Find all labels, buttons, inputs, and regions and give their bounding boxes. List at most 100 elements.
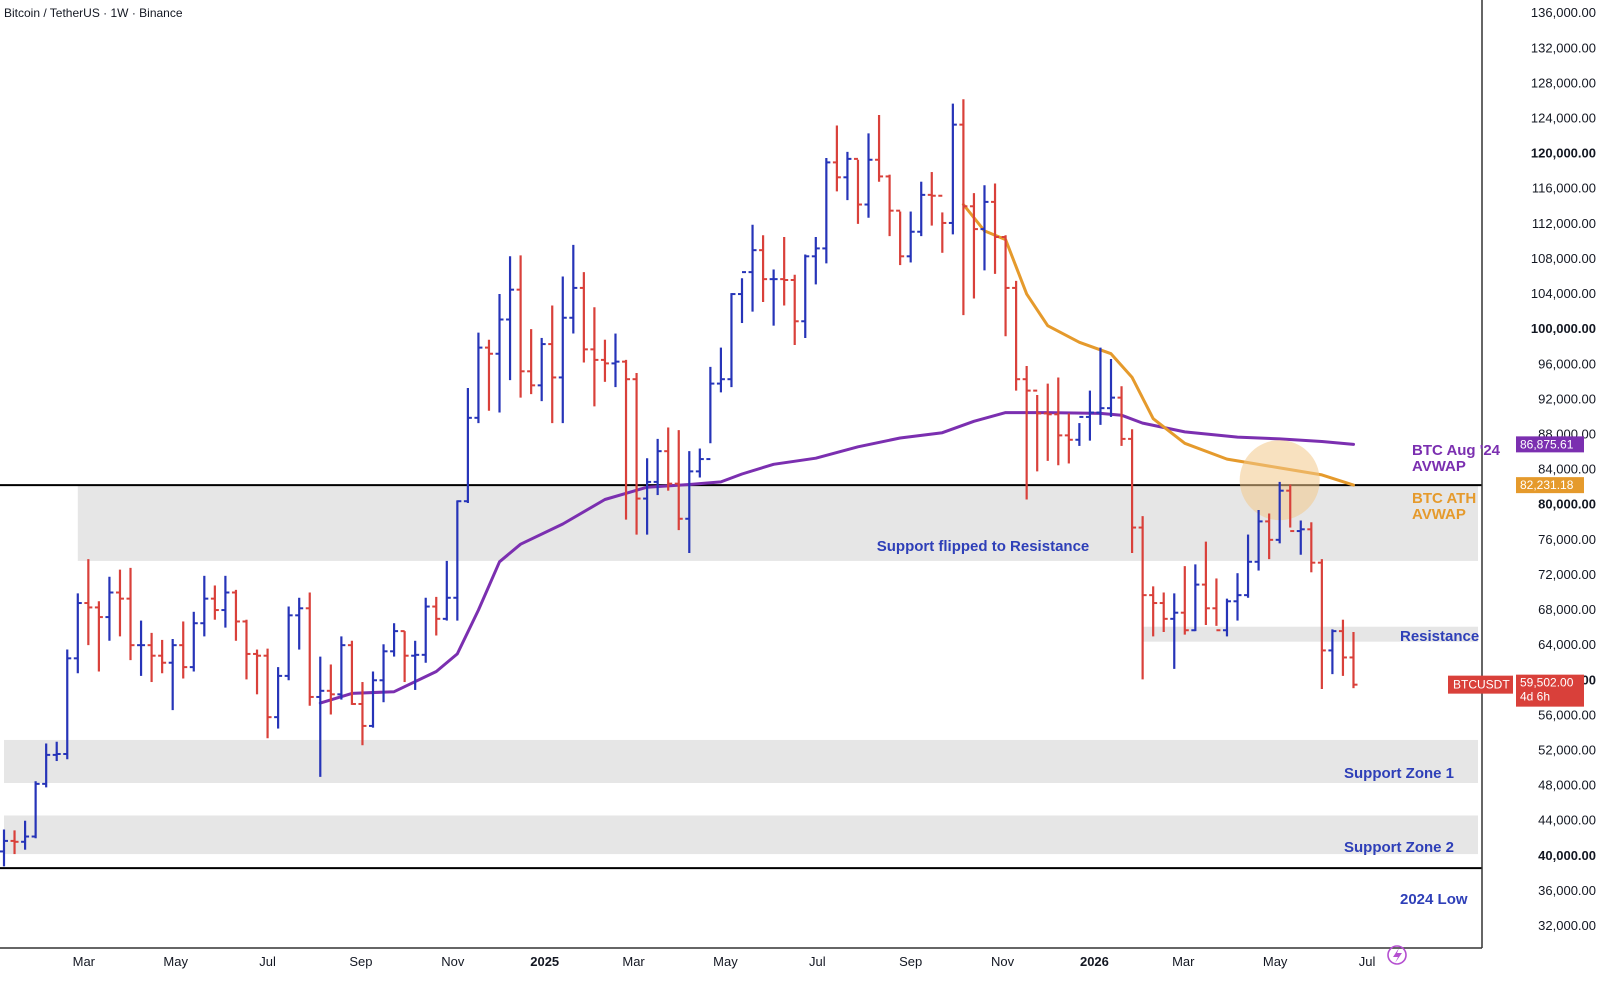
ohlc-bar [337,636,346,700]
ohlc-bar [432,596,441,636]
ohlc-bars-layer [0,99,1358,867]
ohlc-bar [558,276,567,424]
time-tick-label: Jul [809,954,826,969]
ohlc-bar [969,193,978,299]
ohlc-bar [347,640,356,705]
last-price-tag [1516,674,1584,707]
ohlc-bar [622,359,631,520]
ohlc-bar [948,103,957,235]
ohlc-bar [1244,534,1253,598]
ohlc-bar [1128,429,1137,553]
ohlc-bar [516,255,525,398]
price-tick-label: 104,000.00 [1531,286,1596,301]
ohlc-bar [1191,564,1200,632]
annotation-support-zone-1: Support Zone 1 [1344,765,1454,782]
annotations-layer: Support flipped to Resistance Resistance S… [877,442,1501,965]
ohlc-bar [811,237,820,285]
ohlc-bar [1138,516,1147,680]
ohlc-bar [1170,593,1179,669]
annotation-aug24-avwap: BTC Aug '24 [1412,442,1501,459]
ohlc-bar [1054,377,1063,466]
price-tick-label: 32,000.00 [1538,918,1596,933]
ohlc-bar [253,649,262,695]
avwap-layer [318,203,1355,705]
ohlc-bar [284,606,293,681]
ohlc-bar [959,99,968,316]
axes-layer: Mar May Jul Sep Nov 2025 Mar May Jul Sep Nov 2026 Ma… [0,0,1483,969]
symbol-tag [1448,675,1513,694]
ohlc-bar [590,307,599,407]
ohlc-bar [664,427,673,491]
ohlc-bar [453,500,462,621]
price-tick-label: 132,000.00 [1531,40,1596,55]
ohlc-bar [1075,415,1084,446]
ohlc-bar [716,347,725,393]
ohlc-bar [769,269,778,326]
ohlc-bar [579,272,588,363]
annotation-flip: Support flipped to Resistance [877,538,1090,555]
ohlc-bar [474,332,483,424]
price-tick-label: 52,000.00 [1538,743,1596,758]
ohlc-bar [200,575,209,637]
price-tick-label: 136,000.00 [1531,5,1596,20]
ohlc-bar [1233,573,1242,621]
ohlc-bar [210,585,219,620]
ohlc-bar [1338,619,1347,676]
lightning-icon-ring [1387,945,1407,965]
ohlc-bar [42,743,51,788]
ohlc-bar [853,157,862,224]
ohlc-bar [1265,513,1274,560]
ohlc-bar [1296,520,1305,555]
annotation-support-zone-2: Support Zone 2 [1344,839,1454,856]
ohlc-bar [400,630,409,683]
ohlc-bar [727,293,736,388]
ohlc-bar [390,623,399,657]
time-tick-label: May [713,954,738,969]
ohlc-bar [917,181,926,237]
ohlc-bar [379,644,388,703]
symbol-tag-label: BTCUSDT [1453,678,1510,692]
ohlc-bar [569,244,578,334]
ohlc-bar [421,597,430,663]
ohlc-bar [759,235,768,302]
ohlc-bar [706,366,715,461]
ohlc-bar [305,592,314,706]
ohlc-bar [1096,347,1105,425]
time-tick-label: Sep [899,954,922,969]
ath-avwap-tag [1516,477,1584,494]
lightning-icon-bolt [1393,948,1402,963]
ohlc-bar [168,639,177,711]
price-tick-label: 84,000.00 [1538,462,1596,477]
price-tick-label: 44,000.00 [1538,813,1596,828]
price-tick-label: 76,000.00 [1538,532,1596,547]
aug24-avwap-tag-label: 86,875.61 [1520,437,1574,451]
price-axis-layer[interactable]: 136,000.00 132,000.00 128,000.00 124,000.00… [1448,5,1596,933]
price-tick-label: 96,000.00 [1538,356,1596,371]
ohlc-bar [527,329,536,395]
ohlc-bar [94,601,103,672]
price-tick-label: 116,000.00 [1532,181,1596,196]
ohlc-bar [1307,522,1316,573]
annotation-ath-avwap: BTC ATH [1412,490,1476,507]
ohlc-bar [263,648,272,739]
ohlc-bar [158,639,167,674]
ohlc-bar [463,387,472,503]
ohlc-bar [653,438,662,496]
ohlc-bar [1043,383,1052,461]
ohlc-bar [1254,509,1263,571]
price-tick-label: 128,000.00 [1531,75,1596,90]
support-zone-1 [4,739,1478,783]
ohlc-bar [506,256,515,381]
ohlc-bar [1212,578,1221,632]
ohlc-bar [316,656,325,777]
ohlc-bar [611,333,620,388]
ohlc-bar [1033,389,1042,472]
ohlc-bar [938,194,947,253]
ohlc-bar [126,567,135,661]
ohlc-bar [63,649,72,760]
ohlc-bar [10,830,19,855]
time-tick-label: Jul [259,954,276,969]
ohlc-bar [442,560,451,621]
price-tick-label: 80,000.00 [1538,497,1596,512]
